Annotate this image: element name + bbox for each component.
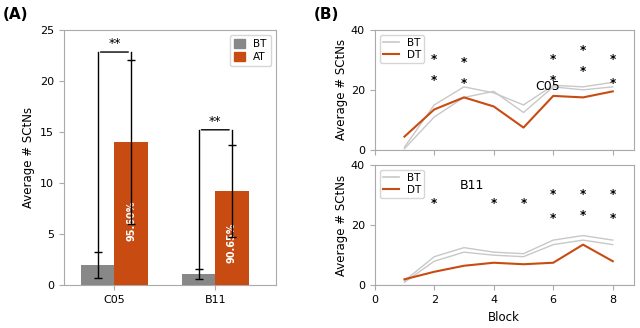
Text: 90.65%: 90.65% bbox=[227, 223, 237, 263]
Legend: BT, DT: BT, DT bbox=[380, 170, 424, 198]
Text: *: * bbox=[431, 197, 437, 210]
Text: **: ** bbox=[108, 37, 121, 50]
Text: *: * bbox=[610, 53, 616, 66]
Bar bbox=[215, 191, 248, 285]
Text: *: * bbox=[580, 188, 586, 201]
Text: *: * bbox=[580, 210, 586, 222]
Text: C05: C05 bbox=[535, 80, 560, 93]
Text: *: * bbox=[461, 56, 467, 69]
Bar bbox=[115, 142, 148, 285]
Text: *: * bbox=[610, 188, 616, 201]
Bar bbox=[81, 265, 115, 285]
Text: 95.60%: 95.60% bbox=[126, 201, 136, 241]
Text: *: * bbox=[550, 53, 556, 66]
Text: *: * bbox=[431, 53, 437, 66]
Text: *: * bbox=[610, 213, 616, 225]
Text: *: * bbox=[550, 74, 556, 87]
Y-axis label: Average # SCtNs: Average # SCtNs bbox=[22, 107, 35, 208]
Text: *: * bbox=[431, 74, 437, 87]
Text: *: * bbox=[580, 65, 586, 78]
X-axis label: Block: Block bbox=[488, 311, 520, 324]
Text: *: * bbox=[461, 77, 467, 90]
Y-axis label: Average # SCtNs: Average # SCtNs bbox=[335, 39, 348, 140]
Y-axis label: Average # SCtNs: Average # SCtNs bbox=[335, 174, 348, 276]
Text: *: * bbox=[550, 213, 556, 225]
Text: *: * bbox=[580, 44, 586, 57]
Legend: BT, DT: BT, DT bbox=[380, 35, 424, 63]
Text: *: * bbox=[520, 197, 527, 210]
Legend: BT, AT: BT, AT bbox=[230, 35, 271, 66]
Text: *: * bbox=[550, 188, 556, 201]
Text: *: * bbox=[491, 197, 497, 210]
Text: **: ** bbox=[209, 115, 221, 128]
Bar bbox=[182, 274, 215, 285]
Text: (B): (B) bbox=[314, 7, 339, 22]
Text: *: * bbox=[610, 77, 616, 90]
Text: (A): (A) bbox=[3, 7, 29, 22]
Text: B11: B11 bbox=[460, 179, 484, 192]
